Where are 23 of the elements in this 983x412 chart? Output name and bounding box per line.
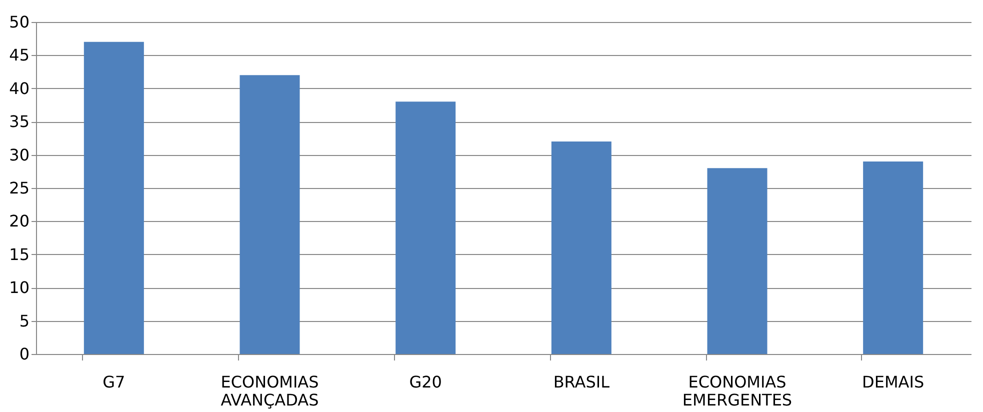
x-tick-label: ECONOMIAS AVANÇADAS xyxy=(220,372,319,410)
y-tick-label: 0 xyxy=(19,344,30,364)
bar xyxy=(863,161,924,354)
y-tick-label: 35 xyxy=(9,112,30,132)
x-tick-label: G7 xyxy=(102,372,126,392)
bar xyxy=(707,168,768,354)
x-tick-label: BRASIL xyxy=(553,372,610,392)
y-tick-label: 40 xyxy=(9,78,30,98)
y-tick-label: 10 xyxy=(9,278,30,298)
y-tick-label: 20 xyxy=(9,212,30,231)
bar xyxy=(551,142,612,354)
x-tick-label: DEMAIS xyxy=(862,372,924,392)
x-tick-label: G20 xyxy=(409,372,442,392)
bar xyxy=(84,42,144,354)
y-tick-label: 15 xyxy=(9,244,30,264)
y-tick-label: 5 xyxy=(19,311,30,330)
y-tick-label: 30 xyxy=(9,145,30,164)
y-tick-label: 50 xyxy=(9,12,30,32)
bar xyxy=(240,75,300,354)
y-tick-label: 45 xyxy=(9,46,30,65)
x-tick-label: ECONOMIAS EMERGENTES xyxy=(682,372,792,410)
y-tick-label: 25 xyxy=(9,178,30,198)
bar xyxy=(396,102,456,354)
